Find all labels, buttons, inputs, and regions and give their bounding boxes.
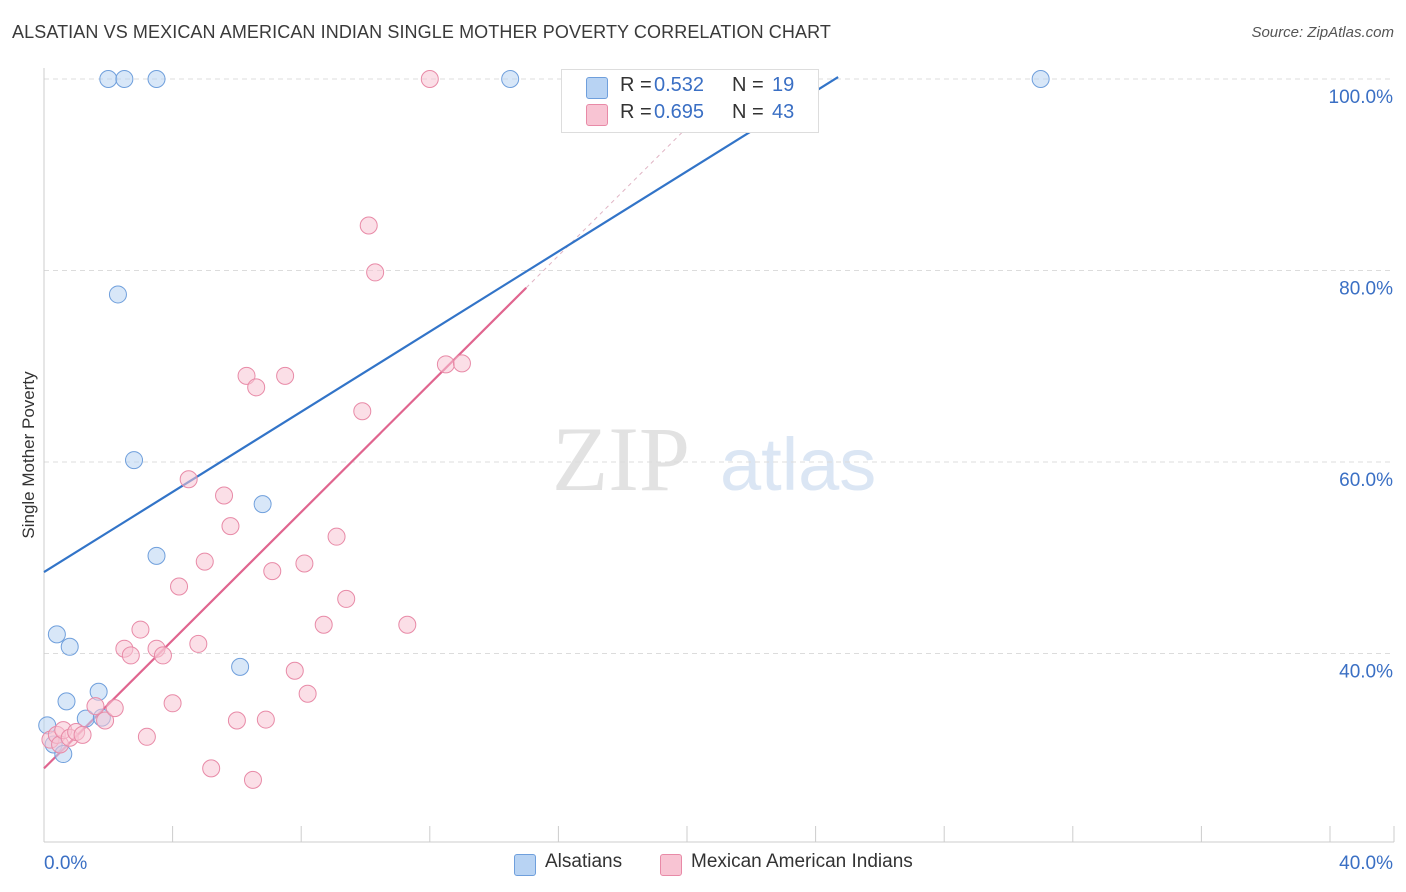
chart-title: ALSATIAN VS MEXICAN AMERICAN INDIAN SING… xyxy=(12,22,831,42)
point-mexican xyxy=(314,615,333,634)
point-alsatians xyxy=(47,625,66,644)
point-alsatians xyxy=(60,637,79,656)
point-mexican xyxy=(137,727,156,746)
point-mexican xyxy=(295,554,314,573)
bottom-legend-swatch-mexican xyxy=(660,854,682,876)
point-mexican xyxy=(298,684,317,703)
legend-r-label: R = xyxy=(620,74,652,96)
point-mexican xyxy=(131,620,150,639)
point-mexican xyxy=(73,725,92,744)
legend-r-label: R = xyxy=(620,101,652,123)
legend-n-value: 43 xyxy=(772,101,795,123)
bottom-legend-swatch-alsatians xyxy=(514,854,536,876)
x-tick-label: 0.0% xyxy=(44,853,87,874)
point-mexican xyxy=(353,402,372,421)
bottom-legend-label: Mexican American Indians xyxy=(691,851,913,872)
point-mexican xyxy=(256,710,275,729)
correlation-legend: R = 0.532 N = 19 R = 0.695 N = 43 xyxy=(561,69,819,133)
point-mexican xyxy=(366,263,385,282)
point-mexican xyxy=(163,694,182,713)
point-mexican xyxy=(337,589,356,608)
point-mexican xyxy=(452,354,471,373)
point-mexican xyxy=(227,711,246,730)
point-alsatians xyxy=(147,70,166,88)
point-mexican xyxy=(237,366,256,385)
bottom-legend-label: Alsatians xyxy=(545,851,623,872)
point-alsatians xyxy=(1031,70,1050,88)
point-mexican xyxy=(263,562,282,581)
legend-r-value: 0.695 xyxy=(654,101,705,123)
watermark-zip: ZIP xyxy=(552,408,690,510)
legend-r-value: 0.532 xyxy=(654,74,705,96)
point-alsatians xyxy=(501,70,520,88)
point-mexican xyxy=(195,552,214,571)
point-alsatians xyxy=(57,692,76,711)
point-mexican xyxy=(215,486,234,505)
point-mexican xyxy=(153,646,172,665)
point-mexican xyxy=(86,697,105,716)
point-mexican xyxy=(398,615,417,634)
watermark-atlas: atlas xyxy=(720,423,876,506)
legend-swatch-alsatians xyxy=(586,77,608,99)
grid-lines xyxy=(44,78,1394,654)
axes xyxy=(43,68,1395,843)
y-tick-label: 60.0% xyxy=(1339,470,1393,491)
trend-line-alsatians xyxy=(43,76,839,574)
point-alsatians xyxy=(99,70,118,88)
y-tick-label: 80.0% xyxy=(1339,279,1393,300)
point-mexican xyxy=(170,577,189,596)
point-mexican xyxy=(221,517,240,536)
point-mexican xyxy=(420,70,439,88)
point-mexican xyxy=(189,634,208,653)
point-mexican xyxy=(179,470,198,489)
data-points xyxy=(38,70,1050,789)
point-mexican xyxy=(276,366,295,385)
point-alsatians xyxy=(147,546,166,565)
point-mexican xyxy=(247,378,266,397)
point-alsatians xyxy=(115,70,134,88)
point-alsatians xyxy=(125,451,144,470)
legend-swatch-mexican xyxy=(586,104,608,126)
watermark: ZIP atlas xyxy=(552,408,876,510)
legend-n-label: N = xyxy=(732,101,764,123)
legend-n-label: N = xyxy=(732,74,764,96)
x-tick-label: 40.0% xyxy=(1339,853,1393,874)
legend-n-value: 19 xyxy=(772,74,795,96)
source-label: Source: ZipAtlas.com xyxy=(1251,24,1394,41)
point-mexican xyxy=(285,661,304,680)
y-tick-label: 40.0% xyxy=(1339,662,1393,683)
point-alsatians xyxy=(231,657,250,676)
point-mexican xyxy=(105,699,124,718)
y-tick-label: 100.0% xyxy=(1329,87,1394,108)
point-mexican xyxy=(243,770,262,789)
trend-lines xyxy=(43,76,839,770)
y-axis-title: Single Mother Poverty xyxy=(19,371,38,539)
point-mexican xyxy=(359,216,378,235)
point-mexican xyxy=(121,646,140,665)
point-mexican xyxy=(96,711,115,730)
axis-labels: 40.0% 60.0% 80.0% 100.0% 0.0% 40.0% Single Mot… xyxy=(19,87,1393,874)
point-mexican xyxy=(327,527,346,546)
point-alsatians xyxy=(108,285,127,304)
point-mexican xyxy=(436,355,455,374)
point-alsatians xyxy=(253,495,272,514)
point-mexican xyxy=(202,759,221,778)
